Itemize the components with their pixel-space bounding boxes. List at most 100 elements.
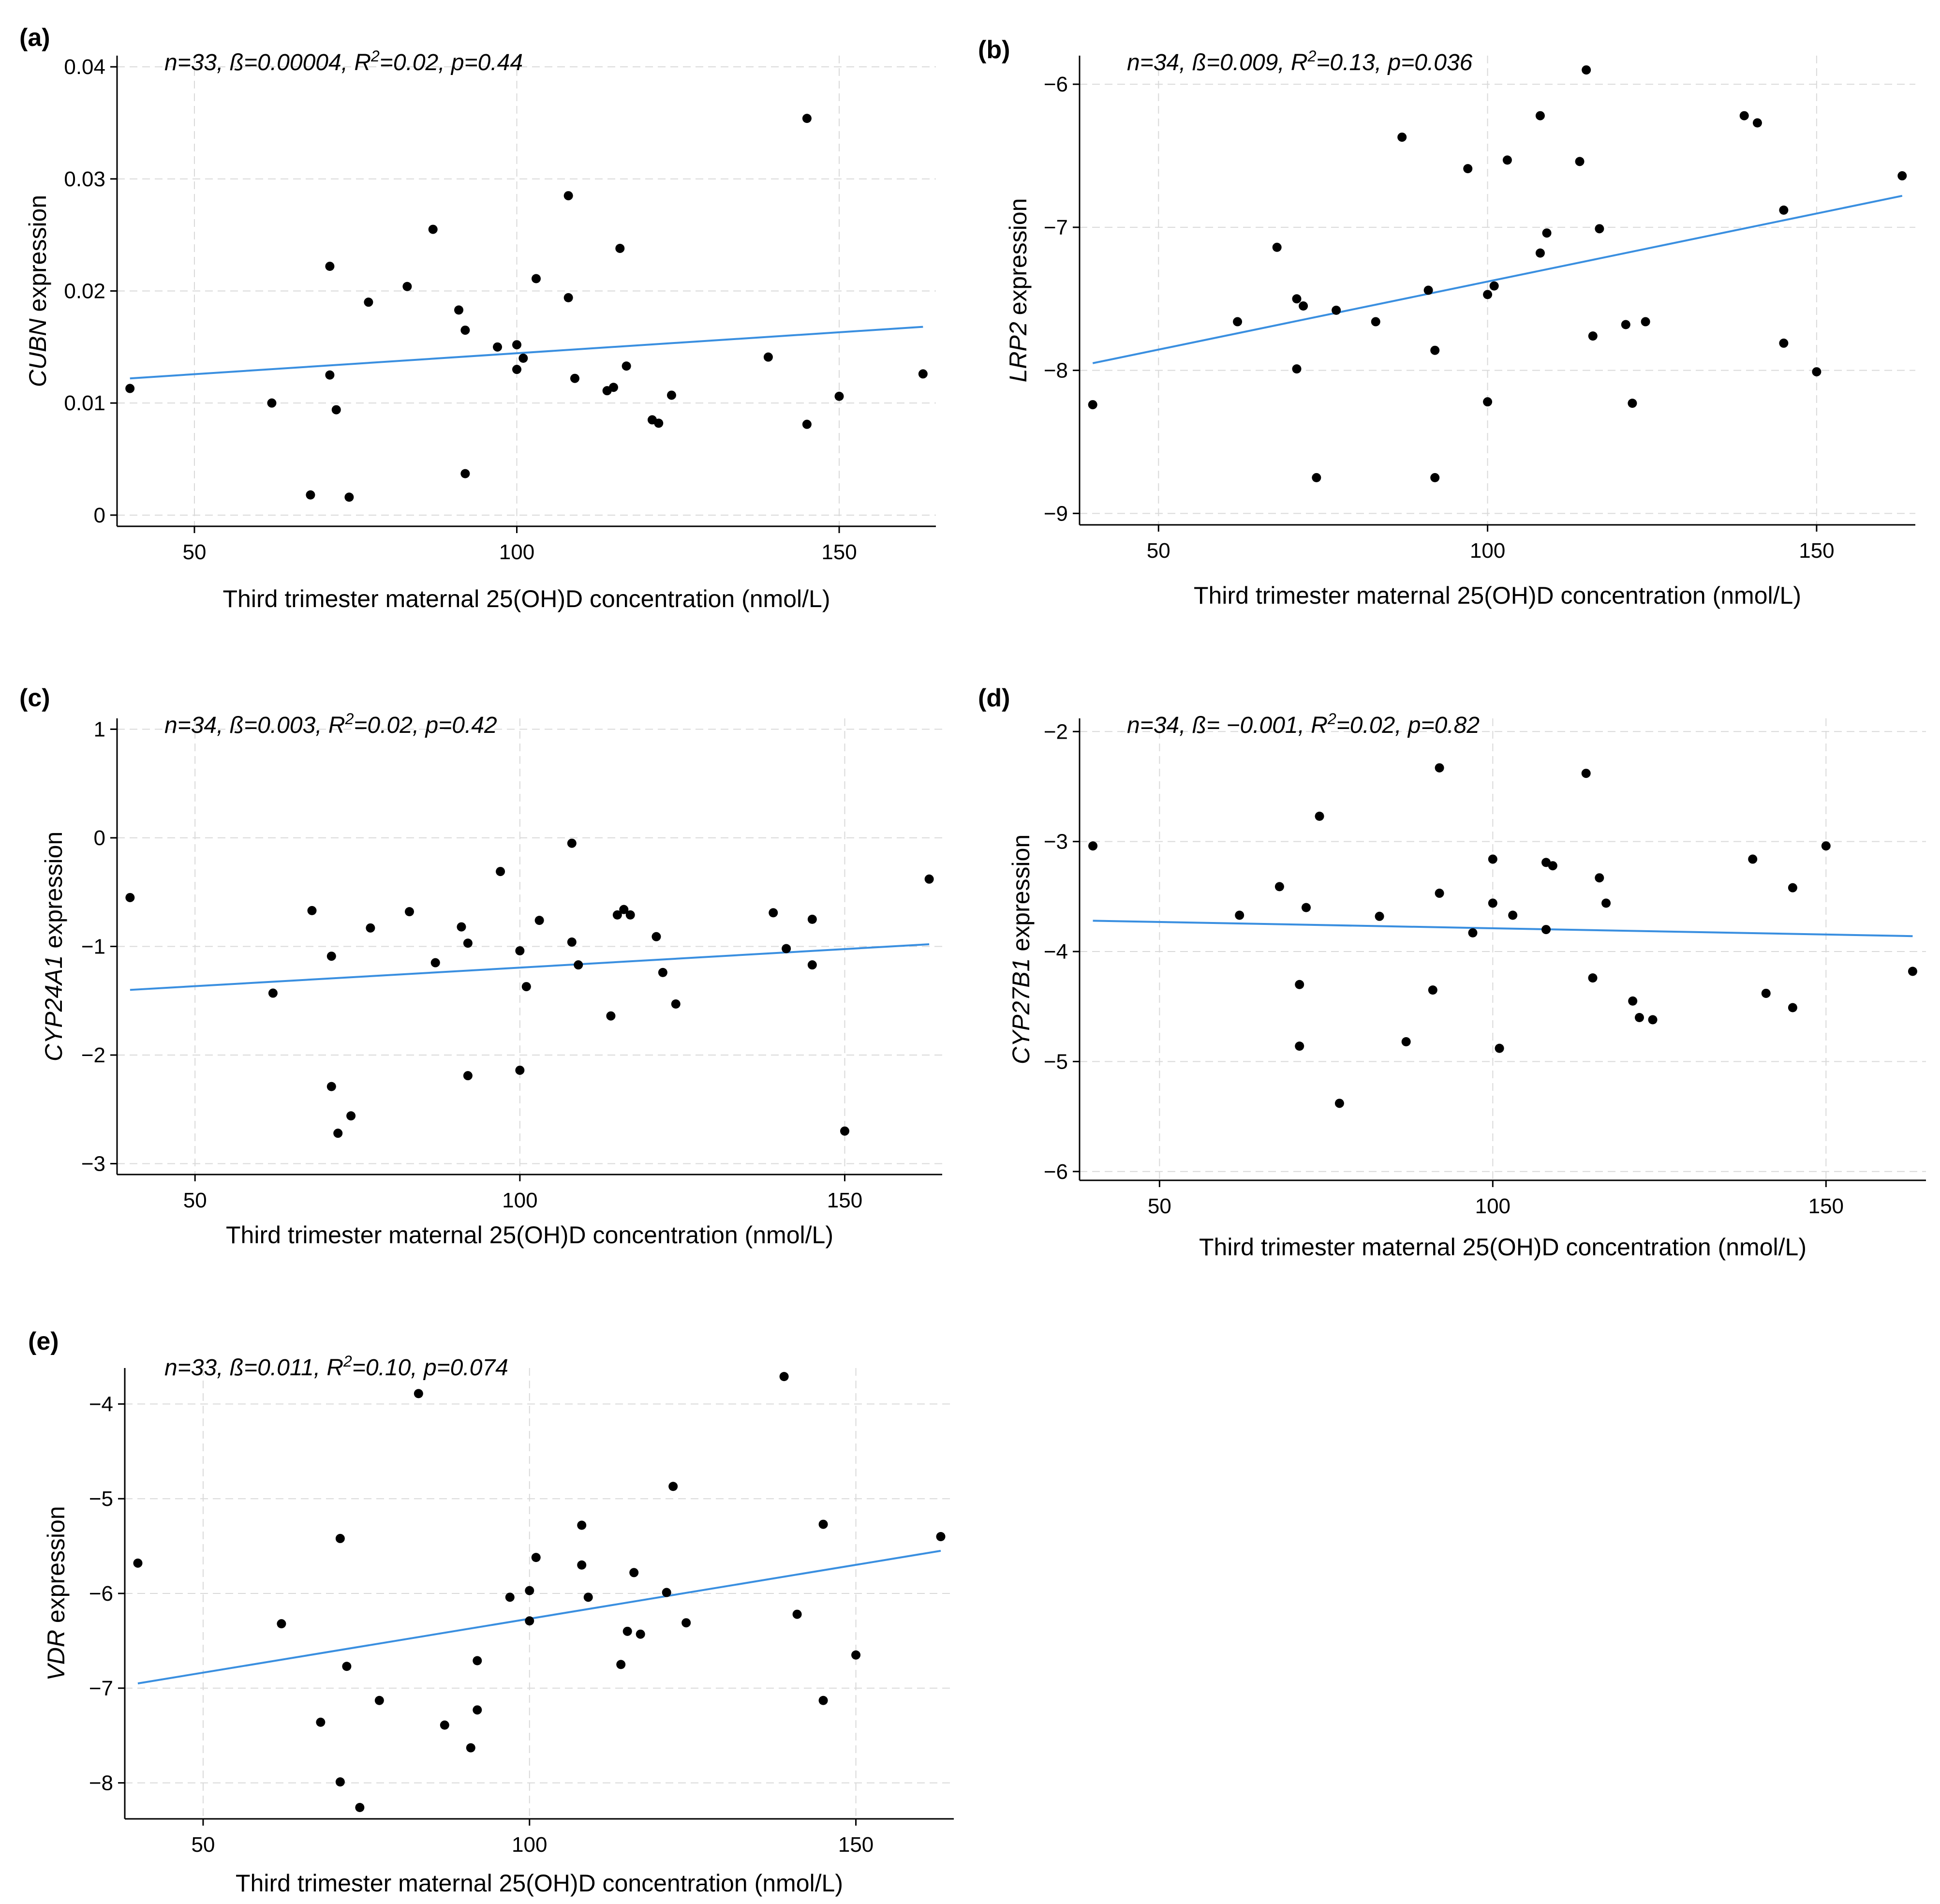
y-axis-suffix: expression	[43, 1506, 70, 1630]
x-tick-label: 100	[1475, 1194, 1511, 1218]
y-tick-label: 0	[94, 504, 105, 527]
data-point	[344, 492, 354, 502]
data-point	[268, 988, 278, 998]
y-axis-title: CYP24A1 expression	[40, 832, 67, 1061]
y-axis-suffix: expression	[1007, 834, 1035, 958]
y-tick-label: 0	[94, 826, 105, 850]
data-point	[1581, 769, 1591, 778]
x-axis-title: Third trimester maternal 25(OH)D concent…	[226, 1221, 833, 1249]
x-tick-label: 150	[1799, 539, 1834, 563]
data-point	[769, 908, 778, 918]
data-point	[563, 293, 573, 302]
data-point	[454, 305, 464, 315]
data-point	[366, 923, 375, 933]
y-axis-title: LRP2 expression	[1005, 198, 1032, 383]
data-point	[325, 370, 335, 380]
data-point	[662, 1588, 671, 1597]
data-point	[1488, 854, 1497, 864]
data-point	[515, 1065, 525, 1075]
data-point	[629, 1568, 639, 1577]
data-point	[567, 937, 577, 947]
y-tick-label: −6	[1044, 73, 1068, 96]
stats-text: n=34, ß=0.009, R	[1127, 50, 1308, 75]
stats-annotation: n=34, ß=0.003, R2=0.02, p=0.42	[164, 710, 497, 738]
y-tick-label: −2	[81, 1043, 105, 1067]
data-point	[625, 910, 635, 920]
data-point	[1502, 155, 1512, 165]
data-point	[1601, 898, 1611, 908]
data-point	[1739, 111, 1749, 120]
data-point	[326, 952, 336, 961]
panel-label: (d)	[978, 684, 1010, 712]
data-point	[574, 960, 583, 970]
data-point	[430, 958, 440, 967]
y-tick-label: 0.01	[64, 391, 105, 415]
y-axis-suffix: expression	[24, 195, 51, 319]
x-tick-label: 150	[1808, 1194, 1844, 1218]
y-tick-label: −3	[1044, 830, 1068, 854]
y-tick-label: −7	[1044, 216, 1068, 239]
data-point	[681, 1618, 691, 1628]
data-point	[616, 1660, 626, 1669]
data-point	[414, 1389, 423, 1398]
data-point	[1295, 980, 1304, 989]
x-tick-label: 100	[499, 540, 534, 564]
data-point	[779, 1372, 789, 1382]
data-point	[1821, 841, 1831, 851]
stats-superscript: 2	[370, 47, 380, 65]
data-point	[428, 224, 438, 234]
data-point	[473, 1656, 482, 1666]
regression-line	[130, 943, 930, 991]
data-point	[1488, 898, 1497, 908]
x-axis-title: Third trimester maternal 25(OH)D concent…	[236, 1870, 843, 1897]
x-tick-label: 50	[182, 540, 206, 564]
data-point	[1292, 364, 1302, 374]
data-point	[1908, 967, 1917, 976]
data-point	[1779, 205, 1789, 215]
data-point	[531, 1553, 541, 1562]
y-axis-title: CUBN expression	[24, 195, 51, 387]
y-tick-label: −7	[89, 1677, 113, 1700]
stats-text: =0.02, p=0.44	[380, 50, 523, 75]
stats-text: =0.02, p=0.42	[354, 713, 497, 738]
data-point	[802, 114, 812, 123]
data-point	[1648, 1015, 1658, 1025]
x-tick-label: 100	[502, 1189, 537, 1212]
data-point	[606, 1011, 616, 1021]
data-point	[818, 1696, 828, 1705]
y-axis-title: VDR expression	[43, 1506, 70, 1681]
data-point	[525, 1586, 534, 1595]
data-point	[1397, 133, 1407, 142]
data-point	[763, 352, 773, 362]
data-point	[515, 946, 525, 955]
data-point	[1430, 473, 1440, 482]
data-point	[583, 1592, 593, 1602]
data-point	[1575, 157, 1585, 166]
stats-annotation: n=33, ß=0.011, R2=0.10, p=0.074	[164, 1353, 508, 1381]
panel-label: (e)	[28, 1327, 59, 1355]
x-tick-label: 150	[827, 1189, 862, 1212]
data-point	[608, 383, 618, 392]
data-point	[615, 243, 625, 253]
stats-text: n=34, ß=0.003, R	[164, 713, 345, 738]
data-point	[1748, 854, 1758, 864]
y-tick-label: 1	[94, 717, 105, 741]
data-point	[1628, 399, 1637, 408]
data-point	[325, 262, 335, 271]
data-point	[374, 1696, 384, 1705]
regression-line	[130, 326, 923, 380]
data-point	[818, 1519, 828, 1529]
x-axis-title: Third trimester maternal 25(OH)D concent…	[1194, 582, 1801, 609]
stats-superscript: 2	[343, 1353, 352, 1370]
data-point	[505, 1592, 515, 1602]
data-point	[612, 910, 622, 920]
data-point	[652, 932, 661, 941]
data-point	[1428, 985, 1437, 995]
data-point	[1312, 473, 1321, 482]
chart-panel-a: 0 0.01 0.02 0.03 0.04 50 100 150 (a) n=33, ß=0.00…	[19, 24, 936, 612]
stats-text: =0.02, p=0.82	[1336, 713, 1480, 738]
stats-annotation: n=34, ß= −0.001, R2=0.02, p=0.82	[1127, 710, 1480, 738]
x-tick-label: 100	[512, 1833, 547, 1857]
